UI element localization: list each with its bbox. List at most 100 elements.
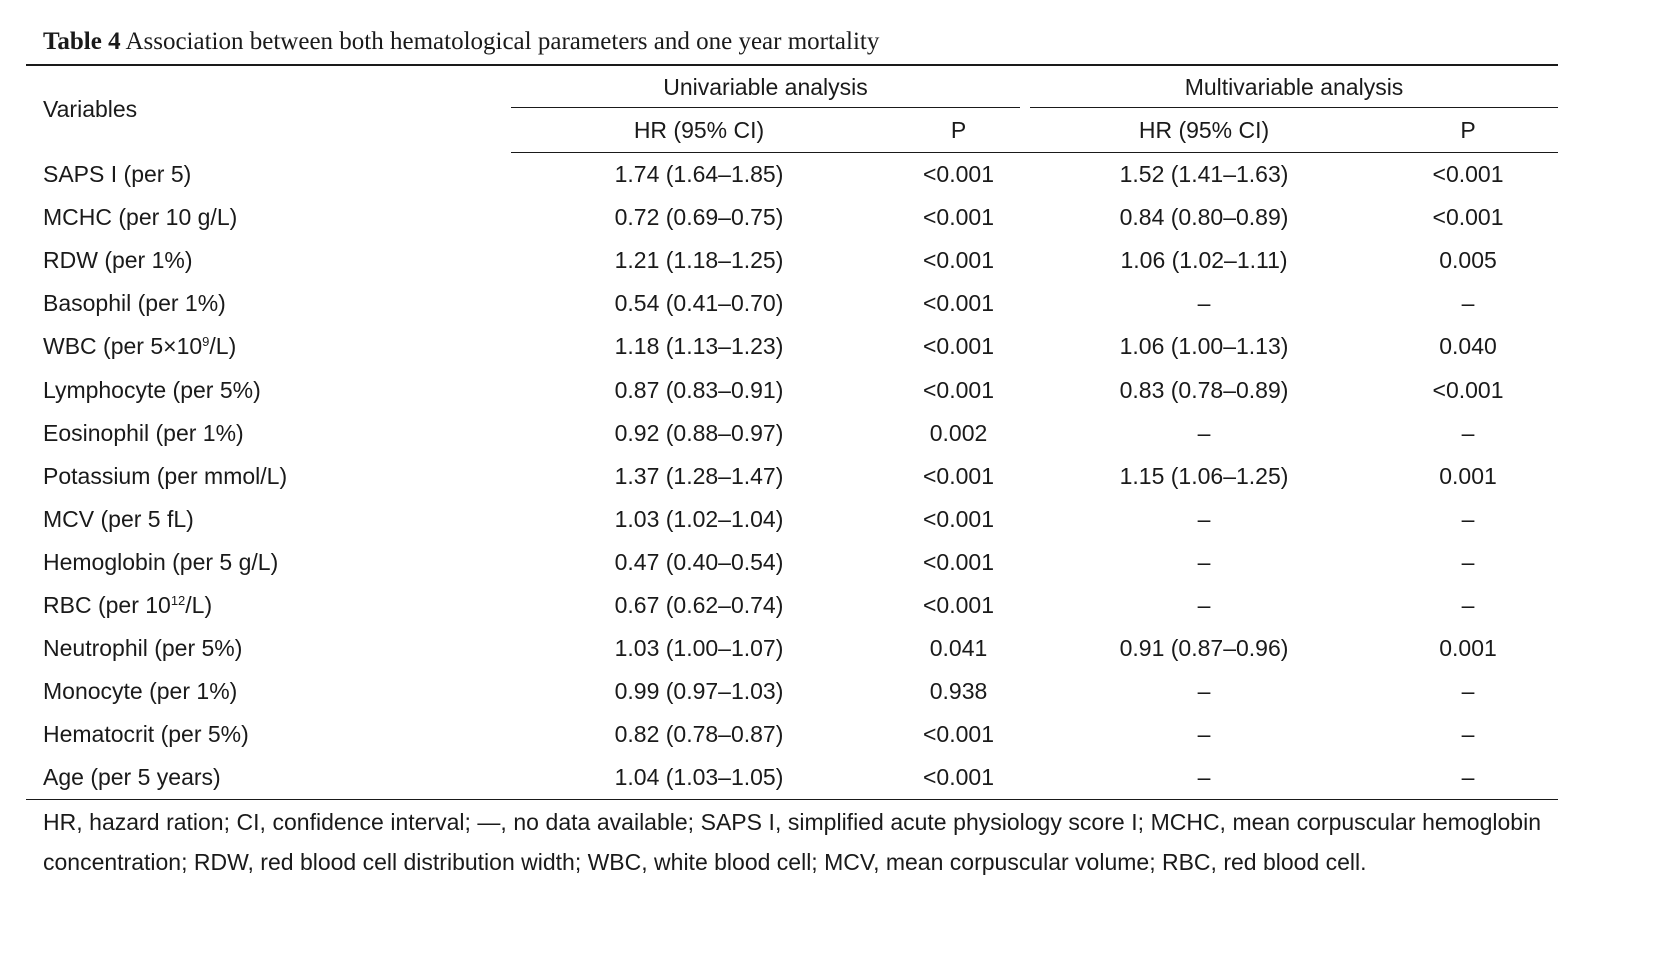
table-row: RBC (per 1012/L) 0.67 (0.62–0.74) <0.001– – — [26, 584, 1558, 627]
cell-uni-p: <0.001 — [923, 204, 994, 231]
cell-multi-p: – — [1461, 764, 1475, 791]
cell-multivariable: 1.06 (1.02–1.11) 0.005 — [1030, 239, 1558, 282]
cell-multi-p: <0.001 — [1432, 204, 1504, 231]
table-row: SAPS I (per 5) 1.74 (1.64–1.85) <0.001 1.52… — [26, 153, 1558, 197]
header-multivariable: Multivariable analysis — [1030, 66, 1559, 108]
cell-multi-p: 0.040 — [1439, 333, 1497, 360]
cell-variable: Monocyte (per 1%) — [43, 678, 238, 705]
top-rule — [26, 64, 1558, 66]
cell-multi-hr: – — [1197, 290, 1211, 317]
cell-multi-p: 0.001 — [1439, 462, 1497, 489]
cell-uni-p: <0.001 — [923, 548, 994, 575]
table-row: Eosinophil (per 1%) 0.92 (0.88–0.97) 0.002… — [26, 412, 1558, 455]
cell-multi-p: <0.001 — [1432, 161, 1504, 188]
cell-uni-p: <0.001 — [923, 376, 994, 403]
cell-uni-hr: 0.99 (0.97–1.03) — [614, 678, 784, 705]
cell-multivariable: 0.84 (0.80–0.89) <0.001 — [1030, 196, 1558, 239]
cell-variable: WBC (per 5×109/L) — [43, 333, 237, 360]
cell-multi-p: – — [1461, 548, 1475, 575]
cell-uni-hr: 1.03 (1.00–1.07) — [614, 635, 784, 662]
cell-uni-hr: 0.92 (0.88–0.97) — [614, 419, 784, 446]
cell-uni-hr: 1.37 (1.28–1.47) — [614, 462, 784, 489]
cell-variable: RDW (per 1%) — [43, 247, 193, 274]
table-row: WBC (per 5×109/L) 1.18 (1.13–1.23) <0.001 1… — [26, 325, 1558, 368]
cell-multi-hr: – — [1197, 678, 1211, 705]
cell-uni-p: <0.001 — [923, 161, 994, 188]
table-row: Lymphocyte (per 5%) 0.87 (0.83–0.91) <0.00… — [26, 368, 1558, 411]
header-multi-sub: HR (95% CI) P — [1030, 108, 1559, 153]
table-caption-text: Association between both hematological p… — [125, 28, 880, 55]
cell-univariable: 1.18 (1.13–1.23) <0.001 — [511, 325, 1030, 368]
table-row: RDW (per 1%) 1.21 (1.18–1.25) <0.001 1.06 (… — [26, 239, 1558, 282]
table-row: MCHC (per 10 g/L) 0.72 (0.69–0.75) <0.001 0… — [26, 196, 1558, 239]
table-caption: Table 4 Association between both hematol… — [26, 24, 1558, 60]
cell-univariable: 0.47 (0.40–0.54) <0.001 — [511, 541, 1030, 584]
cell-univariable: 1.03 (1.02–1.04) <0.001 — [511, 498, 1030, 541]
table-row: MCV (per 5 fL) 1.03 (1.02–1.04) <0.001– – — [26, 498, 1558, 541]
table-row: Hematocrit (per 5%) 0.82 (0.78–0.87) <0.00… — [26, 713, 1558, 756]
cell-uni-hr: 1.74 (1.64–1.85) — [614, 161, 784, 188]
cell-uni-hr: 0.47 (0.40–0.54) — [614, 548, 784, 575]
cell-variable: RBC (per 1012/L) — [43, 591, 213, 618]
cell-uni-p: <0.001 — [923, 764, 994, 791]
cell-variable-superscript: 12 — [170, 592, 186, 608]
cell-multi-hr: 0.84 (0.80–0.89) — [1119, 204, 1289, 231]
cell-uni-p: <0.001 — [923, 721, 994, 748]
cell-multi-hr: 1.15 (1.06–1.25) — [1119, 462, 1289, 489]
cell-variable: Hemoglobin (per 5 g/L) — [43, 548, 279, 575]
cell-univariable: 1.04 (1.03–1.05) <0.001 — [511, 756, 1031, 801]
results-table: Variables Univariable analysis Multivari… — [26, 66, 1559, 801]
cell-multivariable: – – — [1030, 282, 1558, 325]
cell-multivariable: – – — [1030, 541, 1558, 584]
cell-univariable: 0.92 (0.88–0.97) 0.002 — [511, 412, 1030, 455]
header-multi-hr: HR (95% CI) — [1138, 116, 1270, 143]
cell-uni-hr: 0.82 (0.78–0.87) — [614, 721, 784, 748]
cell-multi-p: <0.001 — [1432, 376, 1504, 403]
header-univariable-label: Univariable analysis — [511, 67, 1021, 108]
cell-variable: Hematocrit (per 5%) — [43, 721, 249, 748]
cell-multivariable: – – — [1030, 584, 1558, 627]
table-row: Neutrophil (per 5%) 1.03 (1.00–1.07) 0.041… — [26, 627, 1558, 670]
cell-multi-p: – — [1461, 290, 1475, 317]
header-multi-p: P — [1460, 116, 1476, 143]
cell-variable: SAPS I (per 5) — [43, 160, 192, 187]
cell-uni-p: <0.001 — [923, 591, 994, 618]
cell-multi-p: – — [1461, 591, 1475, 618]
cell-multivariable: 0.83 (0.78–0.89) <0.001 — [1030, 368, 1558, 411]
header-variables: Variables — [43, 95, 138, 122]
cell-multi-p: 0.001 — [1439, 635, 1497, 662]
cell-univariable: 0.87 (0.83–0.91) <0.001 — [511, 368, 1030, 411]
header-uni-sub: HR (95% CI) P — [511, 108, 1031, 153]
cell-multi-hr: – — [1197, 764, 1211, 791]
table-row: Basophil (per 1%) 0.54 (0.41–0.70) <0.001 –… — [26, 282, 1558, 325]
table-footnote: HR, hazard ration; CI, confidence interv… — [43, 809, 1541, 875]
cell-multi-p: – — [1461, 678, 1475, 705]
cell-multi-hr: 0.91 (0.87–0.96) — [1119, 635, 1289, 662]
cell-multi-hr: – — [1197, 591, 1211, 618]
cell-variable: Age (per 5 years) — [26, 756, 511, 801]
table-row: Monocyte (per 1%) 0.99 (0.97–1.03) 0.938 – – — [26, 670, 1558, 713]
cell-univariable: 0.82 (0.78–0.87) <0.001 — [511, 713, 1030, 756]
cell-multi-hr: – — [1197, 721, 1211, 748]
cell-univariable: 1.37 (1.28–1.47) <0.001 — [511, 455, 1030, 498]
cell-multi-p: – — [1461, 505, 1475, 532]
cell-variable: Eosinophil (per 1%) — [43, 419, 244, 446]
cell-multivariable: – – — [1030, 498, 1558, 541]
cell-uni-hr: 0.72 (0.69–0.75) — [614, 204, 784, 231]
cell-variable: Potassium (per mmol/L) — [43, 462, 288, 489]
cell-uni-p: 0.041 — [929, 635, 988, 662]
cell-multivariable: 1.15 (1.06–1.25) 0.001 — [1030, 455, 1558, 498]
cell-univariable: 0.54 (0.41–0.70) <0.001 — [511, 282, 1030, 325]
cell-multivariable: – – — [1030, 412, 1558, 455]
header-row-sub: HR (95% CI) P HR (95% CI) P — [26, 108, 1559, 153]
cell-uni-p: <0.001 — [923, 462, 994, 489]
table-row: Potassium (per mmol/L) 1.37 (1.28–1.47) <0… — [26, 455, 1558, 498]
cell-uni-p: 0.002 — [929, 419, 988, 446]
cell-uni-hr: 1.21 (1.18–1.25) — [614, 247, 784, 274]
cell-multivariable: 0.91 (0.87–0.96) 0.001 — [1030, 627, 1558, 670]
cell-uni-hr: 0.87 (0.83–0.91) — [614, 376, 784, 403]
cell-univariable: 0.99 (0.97–1.03) 0.938 — [511, 670, 1030, 713]
header-univariable: Univariable analysis — [511, 66, 1030, 108]
cell-univariable: 0.67 (0.62–0.74) <0.001 — [511, 584, 1030, 627]
cell-multivariable: – – — [1030, 756, 1559, 801]
